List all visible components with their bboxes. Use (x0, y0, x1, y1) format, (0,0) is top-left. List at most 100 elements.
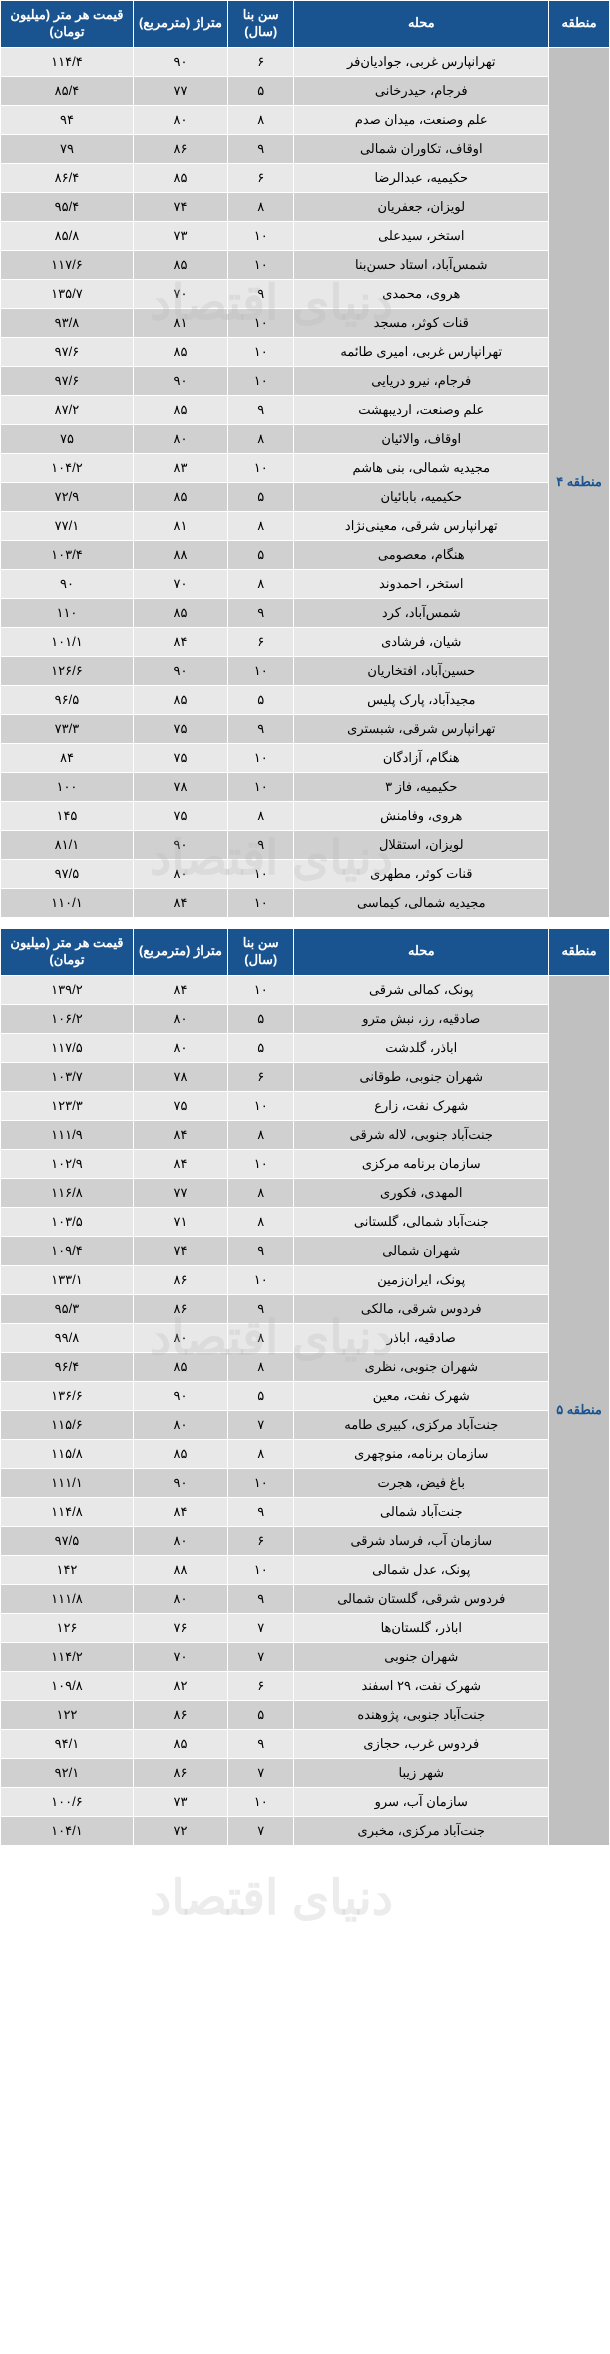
cell-age: ۶ (228, 1671, 294, 1700)
cell-neighborhood: حکیمیه، بابائیان (294, 482, 549, 511)
cell-age: ۵ (228, 1004, 294, 1033)
table-row: استخر، سیدعلی۱۰۷۳۸۵/۸ (1, 221, 610, 250)
cell-neighborhood: سازمان برنامه، منوچهری (294, 1439, 549, 1468)
cell-area: ۷۶ (133, 1613, 227, 1642)
cell-age: ۸ (228, 569, 294, 598)
cell-area: ۸۶ (133, 1758, 227, 1787)
cell-price: ۸۱/۱ (1, 830, 134, 859)
cell-area: ۸۵ (133, 1352, 227, 1381)
cell-neighborhood: جنت‌آباد شمالی (294, 1497, 549, 1526)
cell-area: ۸۵ (133, 395, 227, 424)
table-row: شهرک نفت، زارع۱۰۷۵۱۲۳/۳ (1, 1091, 610, 1120)
table-row: جنت‌آباد مرکزی، کبیری طامه۷۸۰۱۱۵/۶ (1, 1410, 610, 1439)
cell-price: ۱۱۷/۵ (1, 1033, 134, 1062)
cell-neighborhood: قنات کوثر، مسجد (294, 308, 549, 337)
cell-area: ۸۶ (133, 1700, 227, 1729)
table-row: اوقاف، والائیان۸۸۰۷۵ (1, 424, 610, 453)
cell-neighborhood: صادقیه، اباذر (294, 1323, 549, 1352)
cell-area: ۹۰ (133, 1468, 227, 1497)
cell-area: ۸۰ (133, 1323, 227, 1352)
table-row: هنگام، آزادگان۱۰۷۵۸۴ (1, 743, 610, 772)
header-area: متراژ (مترمربع) (133, 1, 227, 48)
cell-price: ۱۰۶/۲ (1, 1004, 134, 1033)
table-row: شهران جنوبی، طوقانی۶۷۸۱۰۳/۷ (1, 1062, 610, 1091)
cell-price: ۱۲۶ (1, 1613, 134, 1642)
cell-price: ۱۱۰/۱ (1, 888, 134, 917)
cell-age: ۹ (228, 1294, 294, 1323)
cell-area: ۸۱ (133, 308, 227, 337)
cell-area: ۸۶ (133, 134, 227, 163)
cell-price: ۱۱۴/۸ (1, 1497, 134, 1526)
cell-price: ۹۲/۱ (1, 1758, 134, 1787)
cell-neighborhood: سازمان برنامه مرکزی (294, 1149, 549, 1178)
table-row: پونک، ایران‌زمین۱۰۸۶۱۳۳/۱ (1, 1265, 610, 1294)
cell-price: ۱۰۰ (1, 772, 134, 801)
cell-price: ۱۰۴/۱ (1, 1816, 134, 1845)
cell-age: ۹ (228, 1236, 294, 1265)
table-row: علم وصنعت، میدان صدم۸۸۰۹۴ (1, 105, 610, 134)
cell-price: ۱۰۱/۱ (1, 627, 134, 656)
cell-area: ۸۰ (133, 1033, 227, 1062)
table-row: فردوس غرب، حجازی۹۸۵۹۴/۱ (1, 1729, 610, 1758)
cell-area: ۷۳ (133, 1787, 227, 1816)
cell-age: ۱۰ (228, 337, 294, 366)
cell-age: ۱۰ (228, 888, 294, 917)
table-row: شهر زیبا۷۸۶۹۲/۱ (1, 1758, 610, 1787)
cell-age: ۱۰ (228, 656, 294, 685)
cell-neighborhood: سازمان آب، فرساد شرقی (294, 1526, 549, 1555)
table-row: شهرک نفت، ۲۹ اسفند۶۸۲۱۰۹/۸ (1, 1671, 610, 1700)
cell-age: ۷ (228, 1816, 294, 1845)
cell-neighborhood: مجیدآباد، پارک پلیس (294, 685, 549, 714)
cell-area: ۷۰ (133, 1642, 227, 1671)
cell-price: ۱۰۴/۲ (1, 453, 134, 482)
cell-age: ۸ (228, 511, 294, 540)
cell-price: ۸۵/۴ (1, 76, 134, 105)
cell-price: ۱۲۳/۳ (1, 1091, 134, 1120)
table-row: منطقه ۵پونک، کمالی شرقی۱۰۸۴۱۳۹/۲ (1, 975, 610, 1004)
table-row: لویزان، جعفریان۸۷۴۹۵/۴ (1, 192, 610, 221)
cell-age: ۸ (228, 1323, 294, 1352)
cell-price: ۱۰۳/۴ (1, 540, 134, 569)
table-row: تهرانپارس شرقی، شبستری۹۷۵۷۳/۳ (1, 714, 610, 743)
cell-neighborhood: لویزان، جعفریان (294, 192, 549, 221)
cell-age: ۵ (228, 1033, 294, 1062)
table-row: فردوس شرقی، مالکی۹۸۶۹۵/۳ (1, 1294, 610, 1323)
cell-area: ۹۰ (133, 656, 227, 685)
cell-price: ۹۶/۵ (1, 685, 134, 714)
cell-area: ۷۵ (133, 743, 227, 772)
table-row: مجیدیه شمالی، کیماسی۱۰۸۴۱۱۰/۱ (1, 888, 610, 917)
cell-price: ۱۳۹/۲ (1, 975, 134, 1004)
cell-neighborhood: سازمان آب، سرو (294, 1787, 549, 1816)
cell-neighborhood: اوقاف، تکاوران شمالی (294, 134, 549, 163)
region-cell: منطقه ۴ (549, 47, 610, 917)
cell-neighborhood: جنت‌آباد جنوبی، پژوهنده (294, 1700, 549, 1729)
cell-age: ۸ (228, 105, 294, 134)
cell-price: ۱۰۹/۸ (1, 1671, 134, 1700)
cell-price: ۱۲۲ (1, 1700, 134, 1729)
cell-price: ۱۳۳/۱ (1, 1265, 134, 1294)
cell-area: ۸۸ (133, 540, 227, 569)
cell-neighborhood: شیان، فرشادی (294, 627, 549, 656)
cell-price: ۱۱۴/۲ (1, 1642, 134, 1671)
cell-neighborhood: علم وصنعت، میدان صدم (294, 105, 549, 134)
cell-neighborhood: شهرک نفت، معین (294, 1381, 549, 1410)
cell-price: ۷۷/۱ (1, 511, 134, 540)
cell-age: ۹ (228, 1729, 294, 1758)
table-row: شهران جنوبی، نظری۸۸۵۹۶/۴ (1, 1352, 610, 1381)
cell-price: ۸۴ (1, 743, 134, 772)
cell-age: ۱۰ (228, 453, 294, 482)
cell-area: ۸۶ (133, 1294, 227, 1323)
cell-age: ۹ (228, 714, 294, 743)
cell-age: ۹ (228, 279, 294, 308)
cell-price: ۹۵/۳ (1, 1294, 134, 1323)
table-row: فرجام، نیرو دریایی۱۰۹۰۹۷/۶ (1, 366, 610, 395)
cell-price: ۱۱۴/۴ (1, 47, 134, 76)
cell-age: ۱۰ (228, 250, 294, 279)
table-row: منطقه ۴تهرانپارس غربی، جوادیان‌فر۶۹۰۱۱۴/… (1, 47, 610, 76)
cell-price: ۹۷/۶ (1, 337, 134, 366)
cell-price: ۹۳/۸ (1, 308, 134, 337)
cell-age: ۵ (228, 1381, 294, 1410)
cell-area: ۸۱ (133, 511, 227, 540)
price-table: منطقهمحلهسن بنا (سال)متراژ (مترمربع)قیمت… (0, 0, 610, 918)
table-row: جنت‌آباد جنوبی، پژوهنده۵۸۶۱۲۲ (1, 1700, 610, 1729)
